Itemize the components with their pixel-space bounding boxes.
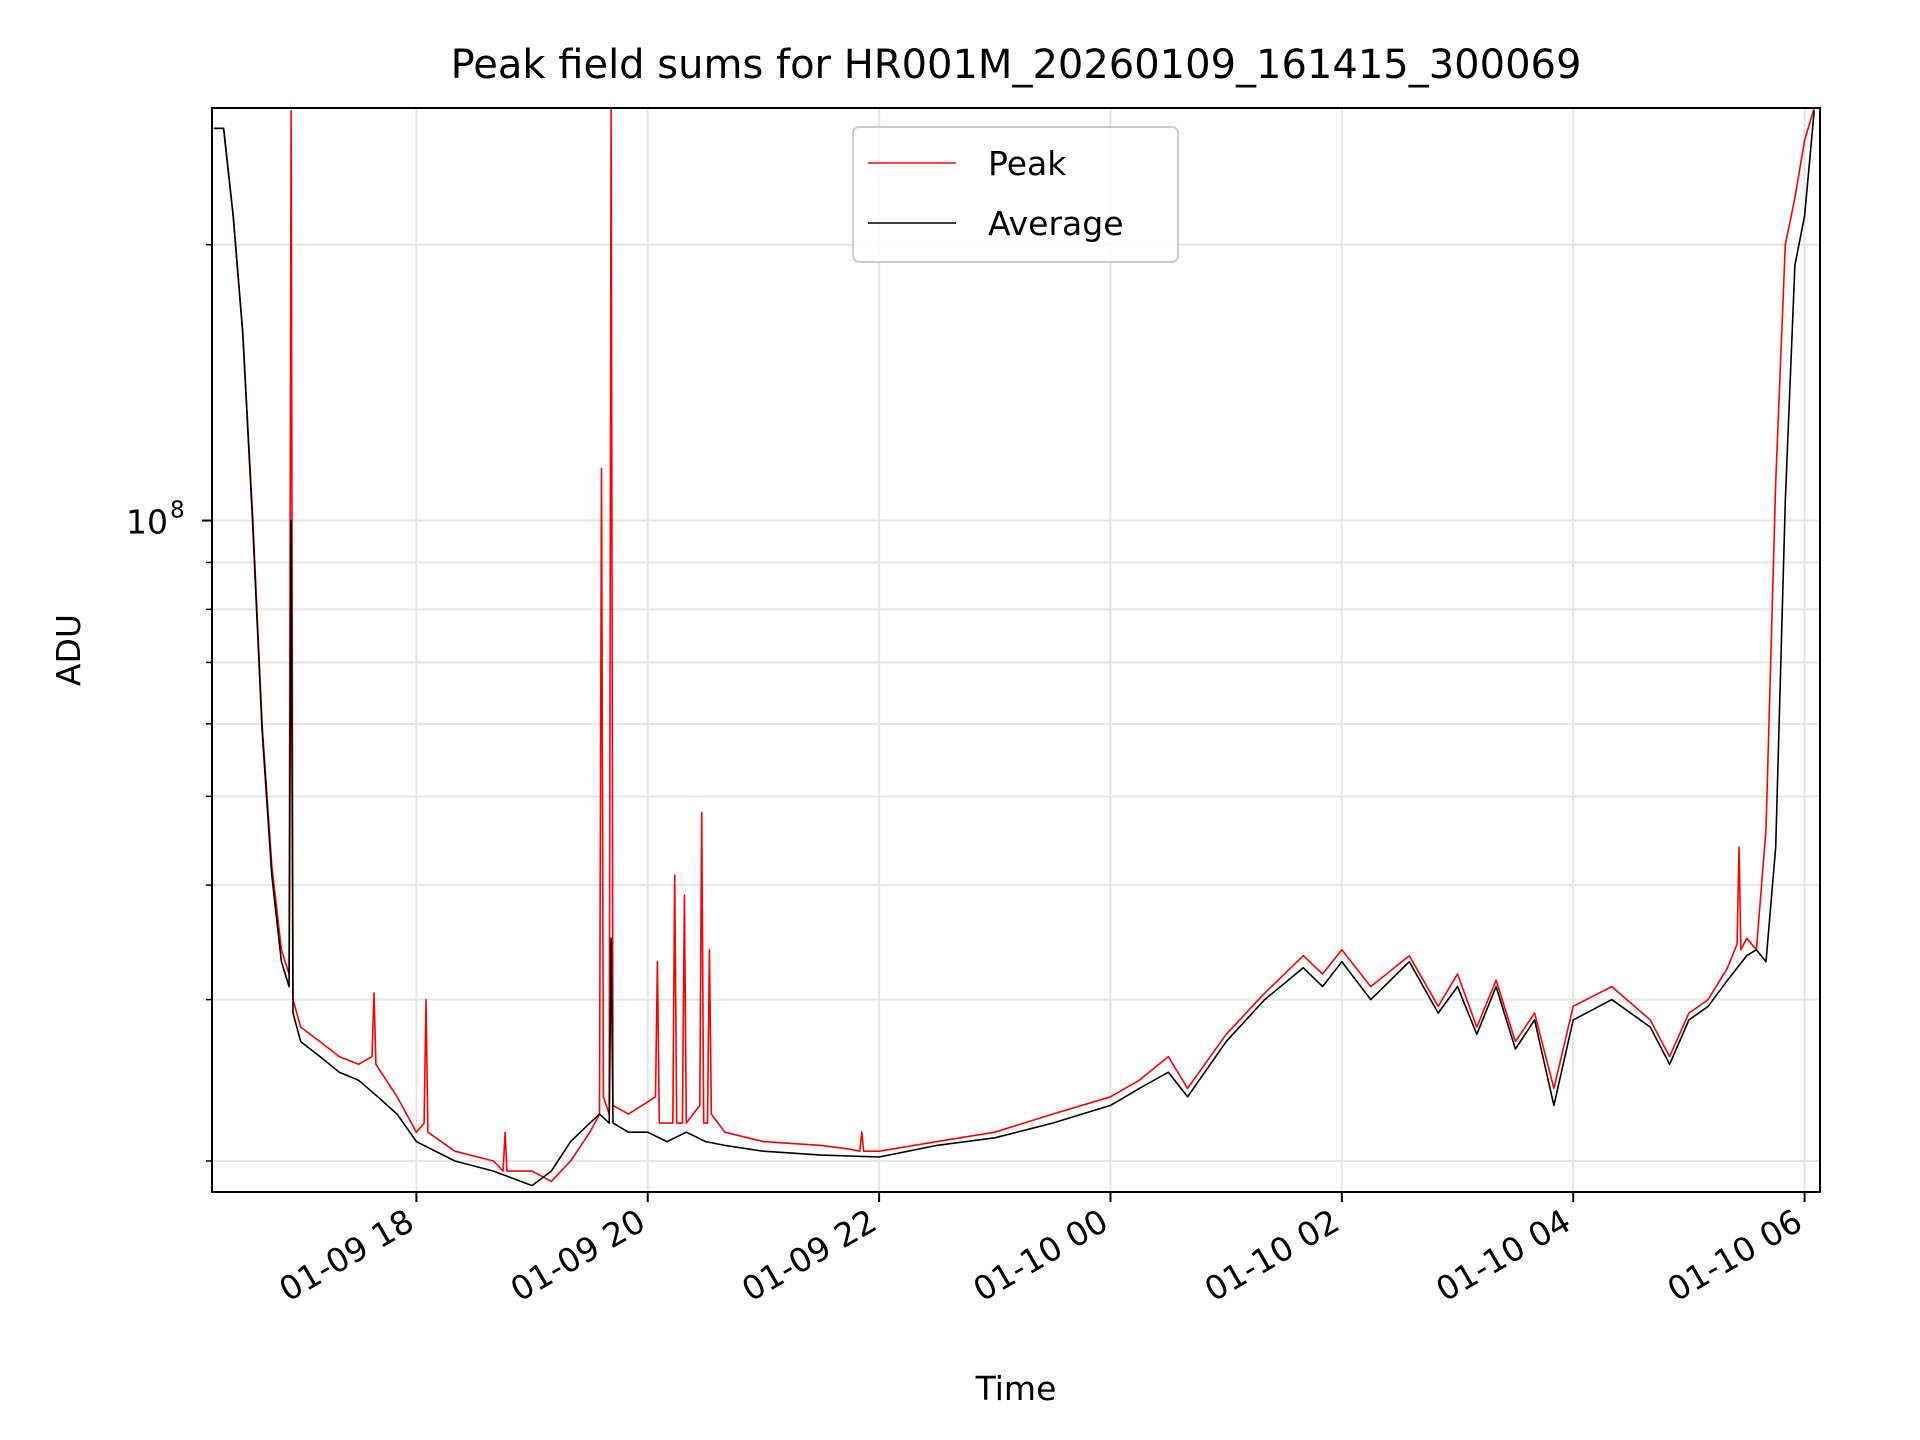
plot-area [213,108,1815,1187]
grid [212,108,1820,1192]
legend-box [852,126,1179,263]
x-tick-label: 01-09 20 [504,1201,652,1309]
chart-title: Peak field sums for HR001M_20260109_1614… [451,42,1582,88]
x-tick-label: 01-10 00 [966,1201,1114,1309]
legend-average-label: Average [988,204,1124,243]
x-axis: 01-09 18 01-09 20 01-09 22 01-10 00 01-10 02… [272,1192,1809,1309]
x-axis-label: Time [975,1369,1057,1408]
legend: Peak Average [852,126,1179,263]
y-tick-label: 10 [126,503,168,542]
x-tick-label: 01-10 06 [1661,1201,1809,1309]
x-tick-label: 01-10 02 [1198,1201,1346,1309]
x-tick-label: 01-09 22 [735,1201,883,1309]
x-tick-label: 01-10 04 [1429,1201,1577,1309]
axes-frame [211,107,1821,1193]
series-line-average [213,110,1815,1187]
y-tick-exponent: 8 [170,498,185,524]
y-axis-label: ADU [49,614,88,686]
y-axis: 10 8 [126,243,212,1162]
series-line-peak [213,108,1815,1183]
legend-peak-label: Peak [988,144,1067,183]
x-tick-label: 01-09 18 [272,1201,420,1309]
